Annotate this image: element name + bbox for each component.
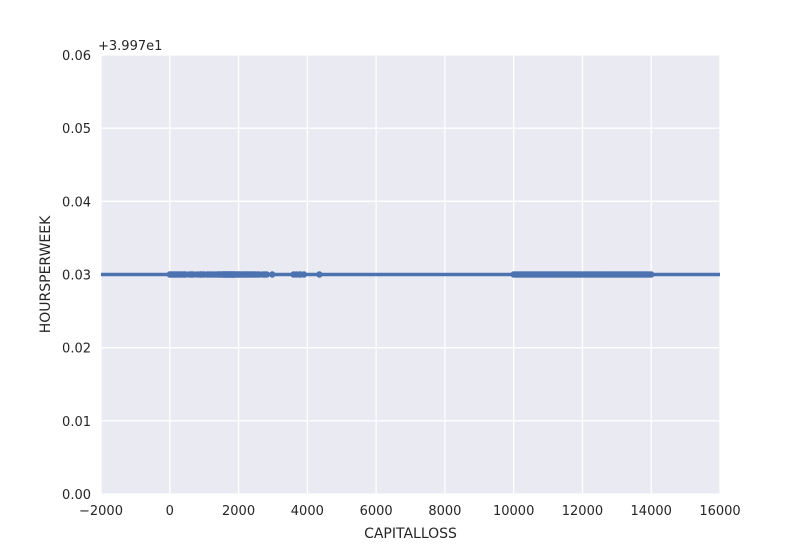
- x-tick-label: 16000: [699, 504, 740, 519]
- y-tick-label: 0.01: [62, 415, 91, 430]
- y-tick-label: 0.04: [62, 195, 91, 210]
- y-tick-label: 0.03: [62, 269, 91, 284]
- x-tick-label: 6000: [360, 504, 393, 519]
- y-offset-label: +3.997e1: [98, 39, 162, 54]
- x-tick-label: 4000: [291, 504, 324, 519]
- x-tick-label: −2000: [79, 504, 123, 519]
- x-tick-label: 2000: [222, 504, 255, 519]
- data-point: [648, 271, 655, 278]
- tick-labels: −2000 0 2000 4000 6000 8000 10000 12000 14000 160…: [62, 49, 741, 519]
- data-point: [269, 271, 276, 278]
- y-tick-label: 0.00: [62, 488, 91, 503]
- x-axis-label: CAPITALLOSS: [364, 526, 457, 542]
- y-tick-label: 0.05: [62, 122, 91, 137]
- y-tick-label: 0.06: [62, 49, 91, 64]
- x-tick-label: 10000: [493, 504, 534, 519]
- data-point: [300, 271, 308, 278]
- x-tick-label: 12000: [562, 504, 603, 519]
- x-tick-label: 14000: [631, 504, 672, 519]
- data-marks: [101, 271, 720, 278]
- x-tick-label: 0: [166, 504, 174, 519]
- data-point: [316, 271, 323, 278]
- x-tick-label: 8000: [428, 504, 461, 519]
- y-tick-label: 0.02: [62, 342, 91, 357]
- data-point: [263, 271, 270, 278]
- y-axis-label: HOURSPERWEEK: [38, 215, 54, 333]
